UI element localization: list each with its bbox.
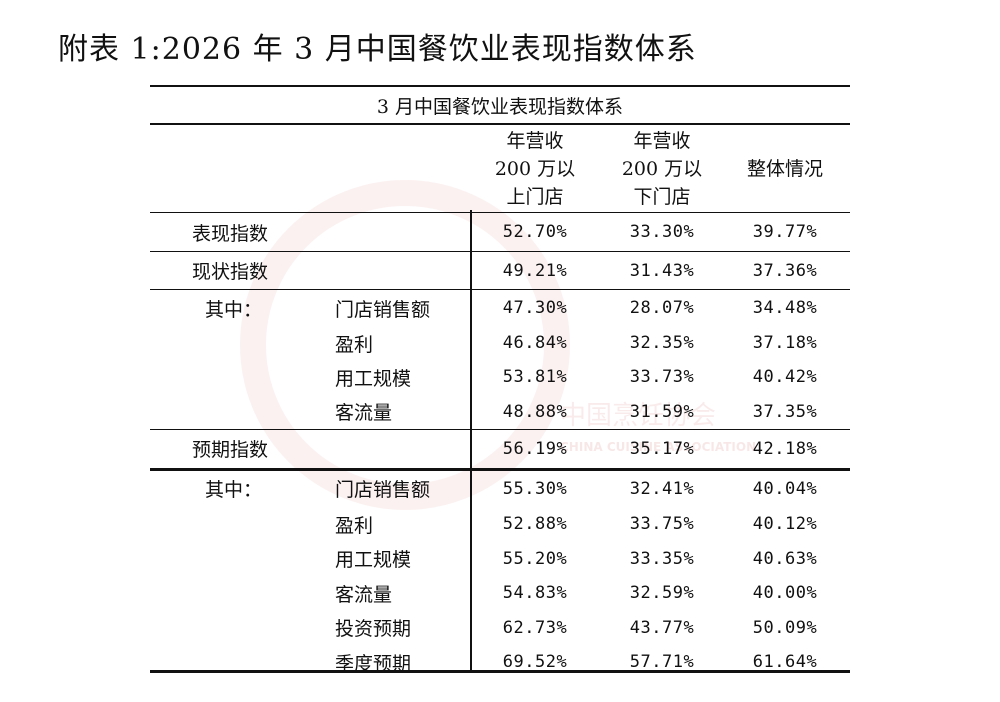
column-header-large: 年营收 200 万以 上门店: [475, 127, 595, 211]
value-cell: 33.30%: [629, 222, 695, 242]
header-line: 200 万以: [494, 158, 576, 180]
value-cell: 32.35%: [629, 333, 695, 354]
row-label: 门店销售额: [335, 298, 431, 321]
value-cell: 53.81%: [502, 367, 568, 388]
page-title: 附表 1:2026 年 3 月中国餐饮业表现指数体系: [58, 32, 697, 67]
value-cell: 62.73%: [502, 617, 568, 638]
row-label: 现状指数: [192, 261, 269, 283]
column-header-overall: 整体情况: [725, 155, 845, 183]
table-row: 盈利 52.88% 33.75% 40.12%: [150, 507, 850, 542]
watermark-text: 中国烹饪协会: [560, 401, 717, 431]
value-cell: 40.42%: [752, 367, 818, 388]
value-cell: 50.09%: [752, 617, 818, 638]
value-cell: 32.41%: [629, 478, 695, 499]
value-cell: 54.83%: [502, 583, 568, 604]
row-label: 季度预期: [335, 652, 412, 675]
value-cell: 43.77%: [629, 617, 695, 638]
table-row: 盈利 46.84% 32.35% 37.18%: [150, 326, 850, 360]
value-cell: 39.77%: [752, 222, 818, 242]
row-label: 门店销售额: [335, 479, 431, 502]
header-line: 年营收: [506, 130, 564, 152]
table-bottom-rule: [150, 670, 850, 673]
value-cell: 55.20%: [502, 548, 568, 569]
value-cell: 40.12%: [752, 514, 818, 535]
table-caption: 3 月中国餐饮业表现指数体系: [376, 95, 624, 118]
header-row: 年营收 200 万以 上门店 年营收 200 万以 下门店 整体情况: [150, 125, 850, 212]
value-cell: 31.59%: [629, 401, 695, 422]
header-line: 下门店: [633, 186, 691, 208]
value-cell: 34.48%: [752, 298, 818, 318]
row-label: 用工规模: [335, 549, 412, 572]
value-cell: 37.36%: [752, 260, 818, 281]
group-label: 其中：: [205, 298, 263, 321]
value-cell: 31.43%: [629, 260, 695, 281]
header-line: 年营收: [633, 130, 691, 152]
value-cell: 69.52%: [502, 652, 568, 673]
value-cell: 48.88%: [502, 401, 568, 422]
row-label: 投资预期: [335, 618, 412, 641]
value-cell: 40.00%: [752, 583, 818, 604]
value-cell: 61.64%: [752, 652, 818, 673]
table-row: 季度预期 69.52% 57.71% 61.64%: [150, 645, 850, 680]
column-header-small: 年营收 200 万以 下门店: [602, 127, 722, 211]
table-row: 投资预期 62.73% 43.77% 50.09%: [150, 610, 850, 645]
table-row: 表现指数 52.70% 33.30% 39.77%: [150, 212, 850, 251]
header-line: 整体情况: [746, 158, 823, 180]
header-line: 上门店: [506, 186, 564, 208]
value-cell: 33.35%: [629, 548, 695, 569]
table-row: 其中： 门店销售额 55.30% 32.41% 40.04%: [150, 467, 850, 507]
table-row: 客流量 54.83% 32.59% 40.00%: [150, 576, 850, 611]
value-cell: 37.35%: [752, 401, 818, 422]
index-table: 3 月中国餐饮业表现指数体系 年营收 200 万以 上门店 年营收 200 万以…: [150, 85, 850, 679]
value-cell: 40.63%: [752, 548, 818, 569]
row-label: 客流量: [335, 402, 393, 425]
table-row: 客流量 48.88% 31.59% 37.35%: [150, 395, 850, 429]
row-label: 盈利: [335, 333, 374, 356]
table-row: 预期指数 56.19% 35.17% 42.18%: [150, 428, 850, 468]
row-label: 预期指数: [192, 439, 269, 462]
table-row: 现状指数 49.21% 31.43% 37.36%: [150, 251, 850, 289]
value-cell: 28.07%: [629, 298, 695, 318]
table-caption-row: 3 月中国餐饮业表现指数体系: [150, 85, 850, 125]
value-cell: 40.04%: [752, 478, 818, 499]
table-row: 用工规模 53.81% 33.73% 40.42%: [150, 360, 850, 394]
value-cell: 33.73%: [629, 367, 695, 388]
value-cell: 56.19%: [502, 438, 568, 459]
value-cell: 52.88%: [502, 514, 568, 535]
value-cell: 42.18%: [752, 438, 818, 459]
value-cell: 55.30%: [502, 478, 568, 499]
value-cell: 37.18%: [752, 333, 818, 354]
value-cell: 47.30%: [502, 298, 568, 318]
row-label: 客流量: [335, 583, 393, 606]
group-label: 其中：: [205, 479, 263, 502]
value-cell: 57.71%: [629, 652, 695, 673]
value-cell: 35.17%: [629, 438, 695, 459]
value-cell: 32.59%: [629, 583, 695, 604]
row-label: 表现指数: [192, 222, 269, 245]
table-row: 用工规模 55.20% 33.35% 40.63%: [150, 541, 850, 576]
value-cell: 33.75%: [629, 514, 695, 535]
value-cell: 49.21%: [502, 260, 568, 281]
row-label: 用工规模: [335, 367, 412, 390]
watermark-text-en: CHINA CUISINE ASSOCIATION: [560, 440, 757, 454]
value-cell: 46.84%: [502, 333, 568, 354]
column-divider: [470, 210, 472, 670]
value-cell: 52.70%: [502, 222, 568, 242]
table-row: 其中： 门店销售额 47.30% 28.07% 34.48%: [150, 289, 850, 326]
row-label: 盈利: [335, 514, 374, 537]
header-line: 200 万以: [621, 158, 703, 180]
